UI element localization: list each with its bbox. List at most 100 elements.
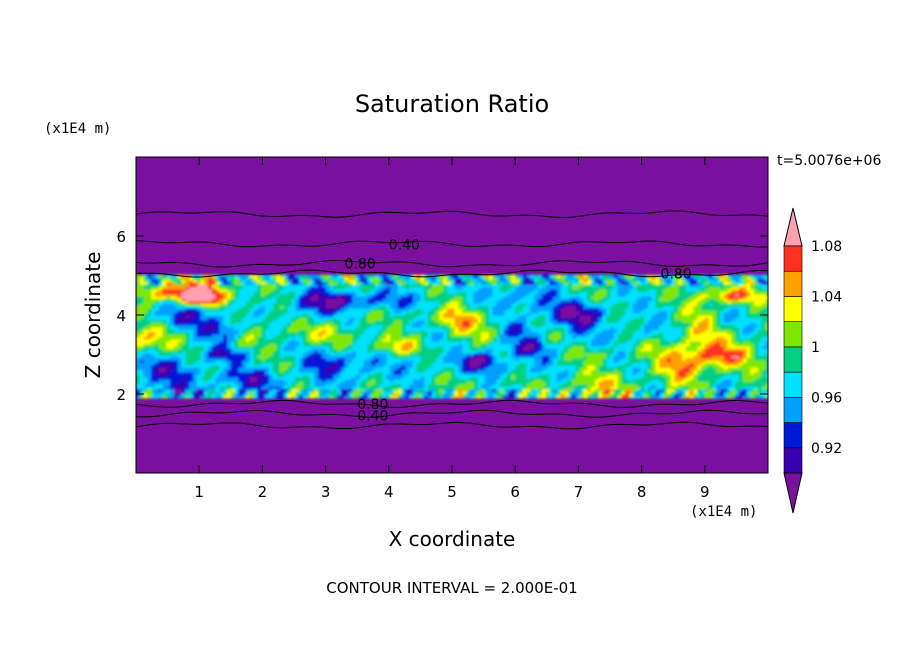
heatmap-cell	[192, 336, 198, 340]
heatmap-cell	[268, 383, 274, 387]
heatmap-cell	[189, 383, 194, 387]
heatmap-cell	[541, 369, 547, 373]
heatmap-cell	[173, 388, 179, 392]
heatmap-cell	[500, 360, 505, 363]
heatmap-cell	[674, 326, 679, 330]
heatmap-cell	[682, 369, 687, 373]
heatmap-cell	[750, 393, 755, 397]
heatmap-cell	[185, 369, 190, 373]
heatmap-cell	[352, 329, 357, 333]
heatmap-cell	[632, 369, 638, 373]
heatmap-cell	[719, 381, 725, 385]
heatmap-cell	[719, 352, 725, 356]
heatmap-cell	[143, 331, 148, 335]
heatmap-cell	[454, 336, 459, 340]
heatmap-cell	[401, 336, 406, 340]
heatmap-cell	[280, 350, 285, 354]
heatmap-cell	[659, 371, 664, 375]
heatmap-cell	[761, 348, 767, 352]
heatmap-cell	[636, 395, 641, 399]
heatmap-cell	[390, 364, 395, 368]
heatmap-cell	[503, 350, 509, 354]
heatmap-cell	[208, 338, 213, 342]
heatmap-cell	[333, 336, 338, 340]
heatmap-cell	[526, 355, 531, 359]
heatmap-cell	[507, 371, 513, 375]
heatmap-cell	[663, 345, 668, 349]
heatmap-cell	[211, 360, 217, 363]
heatmap-cell	[594, 333, 600, 337]
heatmap-cell	[682, 333, 687, 337]
heatmap-cell	[575, 390, 581, 394]
heatmap-cell	[647, 333, 653, 337]
heatmap-cell	[386, 341, 391, 345]
heatmap-cell	[469, 388, 475, 392]
heatmap-cell	[727, 362, 732, 366]
heatmap-cell	[333, 381, 338, 385]
heatmap-cell	[154, 371, 160, 375]
heatmap-cell	[143, 345, 148, 349]
heatmap-cell	[287, 393, 293, 397]
heatmap-cell	[716, 338, 721, 342]
heatmap-cell	[526, 333, 531, 337]
heatmap-cell	[318, 341, 323, 345]
heatmap-cell	[238, 374, 243, 378]
heatmap-cell	[450, 364, 456, 368]
heatmap-cell	[587, 369, 592, 373]
heatmap-cell	[515, 369, 520, 373]
heatmap-cell	[340, 376, 346, 380]
heatmap-cell	[693, 378, 698, 382]
heatmap-cell	[564, 360, 569, 363]
heatmap-cell	[484, 341, 490, 345]
heatmap-cell	[318, 338, 323, 342]
heatmap-cell	[321, 360, 327, 363]
heatmap-cell	[272, 329, 277, 333]
heatmap-cell	[227, 357, 232, 361]
heatmap-cell	[136, 341, 141, 345]
heatmap-cell	[583, 360, 588, 363]
heatmap-cell	[143, 326, 148, 330]
heatmap-cell	[754, 357, 759, 361]
heatmap-cell	[348, 338, 353, 342]
heatmap-cell	[708, 371, 713, 375]
heatmap-cell	[583, 350, 588, 354]
heatmap-cell	[526, 362, 531, 366]
heatmap-cell	[507, 381, 513, 385]
heatmap-cell	[735, 360, 740, 363]
heatmap-cell	[348, 362, 353, 366]
heatmap-cell	[481, 350, 486, 354]
heatmap-cell	[363, 345, 368, 349]
heatmap-cell	[625, 393, 630, 397]
heatmap-cell	[704, 348, 710, 352]
heatmap-cell	[473, 367, 478, 371]
heatmap-cell	[488, 369, 494, 373]
heatmap-cell	[299, 336, 304, 340]
heatmap-cell	[651, 362, 657, 366]
heatmap-cell	[568, 376, 573, 380]
heatmap-cell	[731, 360, 736, 363]
heatmap-cell	[503, 395, 509, 399]
heatmap-cell	[469, 348, 475, 352]
heatmap-cell	[697, 374, 702, 378]
heatmap-cell	[348, 364, 353, 368]
heatmap-cell	[682, 378, 687, 382]
heatmap-cell	[431, 393, 437, 397]
heatmap-cell	[602, 383, 607, 387]
heatmap-cell	[628, 381, 634, 385]
heatmap-cell	[606, 326, 611, 330]
heatmap-cell	[742, 376, 748, 380]
heatmap-cell	[621, 350, 626, 354]
heatmap-cell	[564, 341, 569, 345]
heatmap-cell	[610, 329, 615, 333]
heatmap-cell	[196, 326, 202, 330]
heatmap-cell	[587, 343, 592, 347]
heatmap-cell	[644, 383, 649, 387]
heatmap-cell	[591, 395, 596, 399]
heatmap-cell	[659, 383, 664, 387]
heatmap-cell	[215, 390, 221, 394]
heatmap-cell	[716, 329, 721, 333]
heatmap-cell	[302, 331, 308, 335]
heatmap-cell	[606, 393, 611, 397]
heatmap-cell	[636, 343, 641, 347]
heatmap-cell	[139, 350, 145, 354]
